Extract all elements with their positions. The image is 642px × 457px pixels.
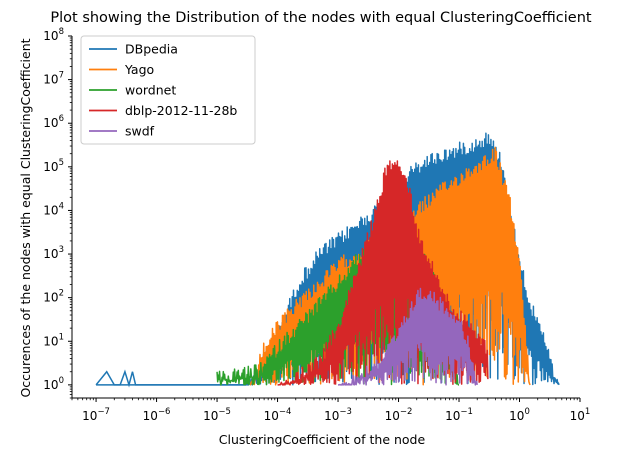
y-tick-label: 100 — [43, 376, 64, 392]
x-tick-label: 10−4 — [264, 407, 292, 423]
x-tick-label: 10−3 — [324, 407, 352, 423]
legend-label-4: swdf — [125, 124, 155, 139]
legend-label-2: wordnet — [125, 83, 176, 98]
series-sparse-line-0 — [95, 369, 246, 388]
y-tick-label: 102 — [43, 289, 64, 305]
series-line-4 — [337, 287, 478, 386]
y-ticks: 100 101 102 103 104 105 106 107 108 — [43, 27, 72, 399]
x-tick-label: 10−1 — [445, 407, 473, 423]
legend-label-0: DBpedia — [125, 42, 178, 57]
x-tick-label: 101 — [570, 407, 591, 423]
legend-box — [80, 35, 256, 145]
x-tick-label: 10−6 — [143, 407, 171, 423]
legend-label-1: Yago — [124, 62, 154, 77]
y-tick-label: 108 — [43, 27, 64, 43]
x-tick-label: 10−5 — [203, 407, 231, 423]
y-tick-label: 104 — [43, 201, 64, 217]
x-axis-label: ClusteringCoefficient of the node — [219, 432, 426, 447]
x-ticks: 10−7 10−6 10−5 10−4 10−3 10−2 10−1 100 101 — [71, 398, 591, 423]
x-tick-label: 10−7 — [82, 407, 110, 423]
x-tick-label: 100 — [509, 407, 530, 423]
y-tick-label: 103 — [43, 245, 64, 261]
chart-title: Plot showing the Distribution of the nod… — [50, 10, 592, 26]
x-tick-label: 10−2 — [385, 407, 413, 423]
series-layer — [95, 132, 560, 388]
legend: DBpedia Yago wordnet dblp-2012-11-28b swdf — [80, 35, 256, 145]
y-tick-label: 106 — [43, 114, 64, 130]
series-4 — [337, 287, 478, 386]
y-tick-label: 105 — [43, 158, 64, 174]
y-tick-label: 107 — [43, 71, 64, 87]
y-axis-label: Occurences of the nodes with equal Clust… — [18, 38, 33, 397]
legend-label-3: dblp-2012-11-28b — [125, 103, 237, 118]
y-tick-label: 101 — [43, 332, 64, 348]
